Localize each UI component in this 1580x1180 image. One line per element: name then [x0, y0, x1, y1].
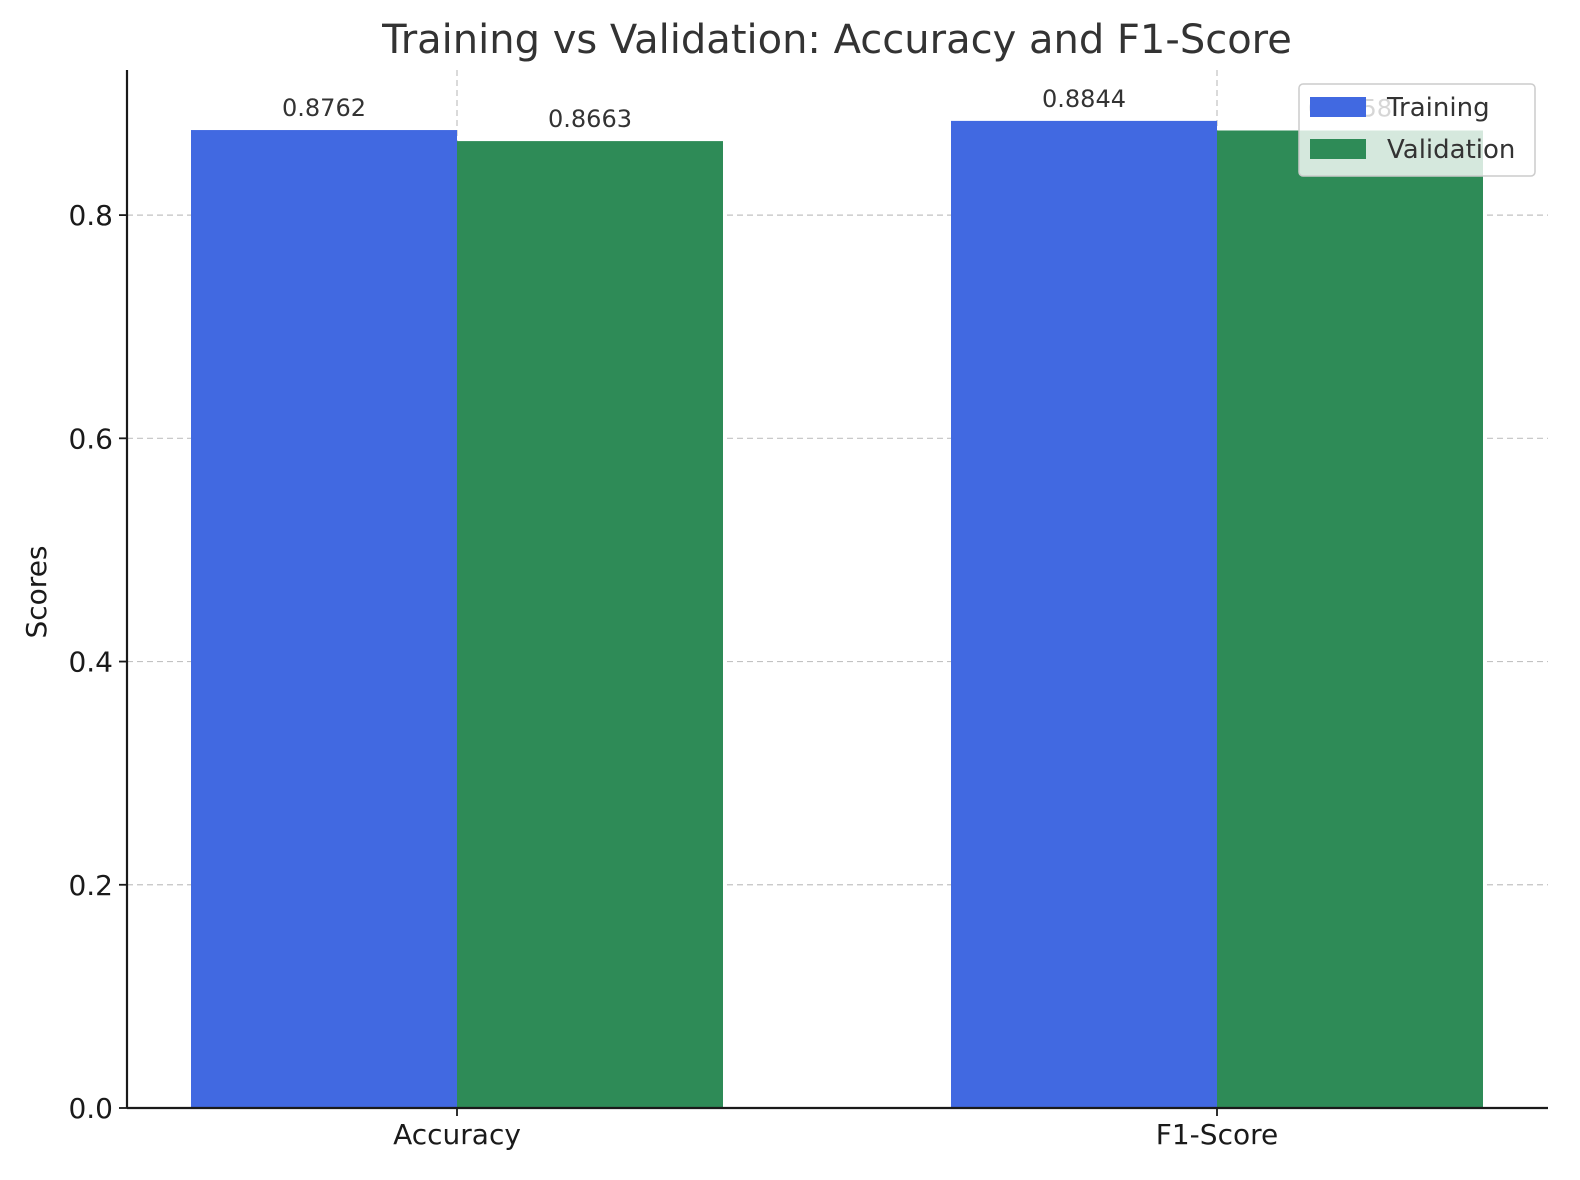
y-tick-label: 0.8 — [68, 199, 113, 232]
legend-label-validation: Validation — [1387, 135, 1515, 165]
bar-validation-f1-score — [1217, 130, 1483, 1108]
axes: 0.0 0.2 0.4 0.6 0.8 Accuracy F1-Score — [68, 70, 1548, 1151]
y-tick-label: 0.4 — [68, 646, 113, 679]
data-label: 0.8663 — [548, 105, 632, 133]
x-tick-label: Accuracy — [393, 1118, 521, 1151]
legend-swatch-training — [1310, 97, 1366, 117]
x-tick-label: F1-Score — [1156, 1118, 1278, 1151]
bar-validation-accuracy — [457, 141, 723, 1108]
y-tick-label: 0.6 — [68, 422, 113, 455]
data-label: 0.8844 — [1042, 85, 1126, 113]
legend: Training Validation — [1298, 83, 1536, 177]
y-tick-label: 0.0 — [68, 1092, 113, 1125]
y-axis-label: Scores — [20, 545, 53, 638]
bar-training-f1-score — [951, 120, 1217, 1108]
y-tick-label: 0.2 — [68, 869, 113, 902]
chart-title: Training vs Validation: Accuracy and F1-… — [381, 17, 1292, 63]
legend-label-training: Training — [1386, 93, 1490, 123]
legend-swatch-validation — [1310, 139, 1366, 159]
data-label: 0.8762 — [282, 94, 366, 122]
bars — [191, 120, 1483, 1109]
bar-training-accuracy — [191, 130, 457, 1109]
